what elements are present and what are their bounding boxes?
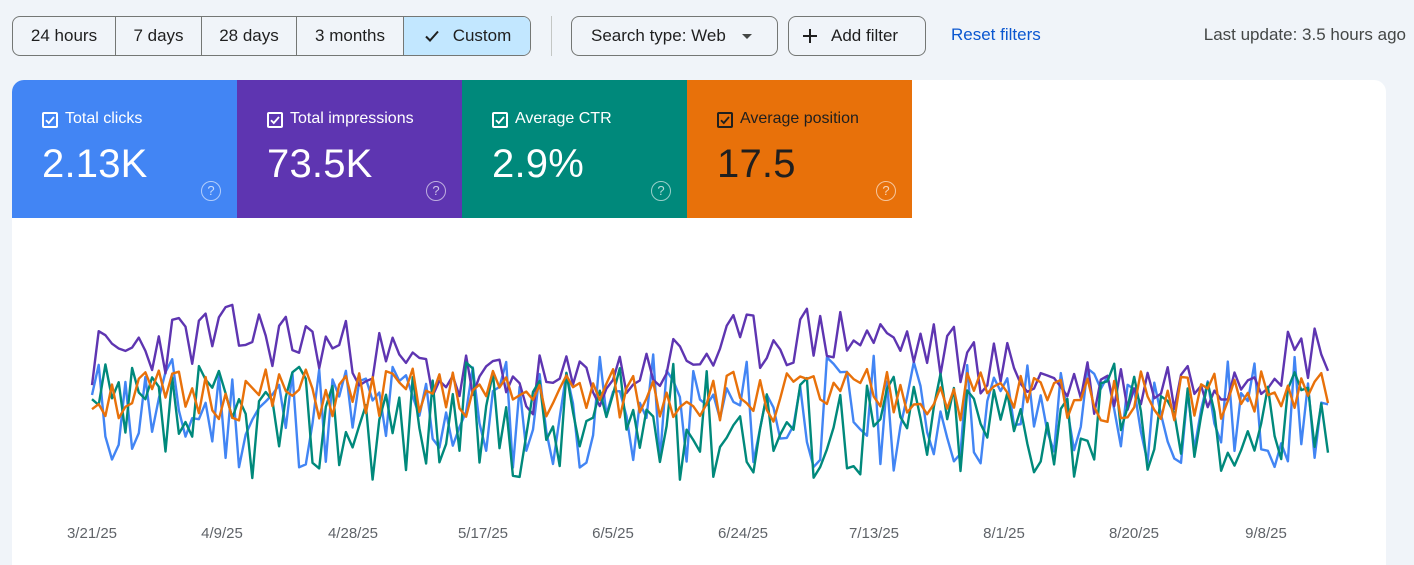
date-range-28-days[interactable]: 28 days — [202, 17, 297, 55]
x-tick-label: 6/24/25 — [718, 525, 768, 542]
performance-card: Total clicks 2.13K ? Total impressions 7… — [12, 80, 1386, 565]
x-tick-label: 9/8/25 — [1245, 525, 1287, 542]
help-icon[interactable]: ? — [201, 181, 221, 201]
plus-icon — [803, 29, 817, 43]
help-icon[interactable]: ? — [876, 181, 896, 201]
metric-label: Total clicks — [65, 110, 143, 127]
series-line-total-impressions — [90, 303, 1330, 416]
checkbox-checked-icon[interactable] — [267, 112, 283, 128]
x-tick-label: 5/17/25 — [458, 525, 508, 542]
dropdown-arrow-icon — [741, 33, 752, 39]
metric-value: 73.5K — [267, 142, 373, 186]
series-line-average-position — [91, 367, 1330, 424]
checkbox-checked-icon[interactable] — [42, 112, 58, 128]
checkmark-icon — [424, 30, 439, 42]
search-type-dropdown[interactable]: Search type: Web — [571, 16, 778, 56]
help-icon[interactable]: ? — [651, 181, 671, 201]
series-line-average-ctr — [91, 361, 1330, 481]
toolbar-divider — [551, 16, 552, 56]
x-tick-label: 4/28/25 — [328, 525, 378, 542]
date-range-custom[interactable]: Custom — [404, 17, 530, 55]
metric-label: Average position — [740, 110, 859, 127]
x-tick-label: 7/13/25 — [849, 525, 899, 542]
metric-value: 2.9% — [492, 142, 584, 186]
metric-tiles: Total clicks 2.13K ? Total impressions 7… — [12, 80, 912, 218]
metric-average-position[interactable]: Average position 17.5 ? — [687, 80, 912, 218]
date-range-7-days[interactable]: 7 days — [116, 17, 202, 55]
metric-total-clicks[interactable]: Total clicks 2.13K ? — [12, 80, 237, 218]
metric-value: 17.5 — [717, 142, 796, 186]
performance-chart: 3/21/25 4/9/25 4/28/25 5/17/25 6/5/25 6/24/25… — [12, 218, 1386, 565]
x-tick-label: 8/20/25 — [1109, 525, 1159, 542]
checkbox-checked-icon[interactable] — [492, 112, 508, 128]
line-chart: 3/21/25 4/9/25 4/28/25 5/17/25 6/5/25 6/24/25… — [67, 303, 1330, 542]
metric-label: Average CTR — [515, 110, 612, 127]
x-tick-label: 6/5/25 — [592, 525, 634, 542]
date-range-3-months[interactable]: 3 months — [297, 17, 404, 55]
metric-average-ctr[interactable]: Average CTR 2.9% ? — [462, 80, 687, 218]
date-range-selector: 24 hours 7 days 28 days 3 months Custom — [12, 16, 531, 56]
last-update-text: Last update: 3.5 hours ago — [1203, 25, 1406, 44]
date-range-24-hours[interactable]: 24 hours — [13, 17, 116, 55]
series-line-total-clicks — [90, 353, 1329, 472]
checkbox-checked-icon[interactable] — [717, 112, 733, 128]
filter-bar: 24 hours 7 days 28 days 3 months Custom … — [0, 0, 1414, 72]
metric-total-impressions[interactable]: Total impressions 73.5K ? — [237, 80, 462, 218]
metric-label: Total impressions — [290, 110, 414, 127]
reset-filters-link[interactable]: Reset filters — [951, 25, 1041, 44]
help-icon[interactable]: ? — [426, 181, 446, 201]
x-tick-label: 8/1/25 — [983, 525, 1025, 542]
metric-value: 2.13K — [42, 142, 148, 186]
add-filter-button[interactable]: Add filter — [788, 16, 926, 56]
x-tick-label: 3/21/25 — [67, 525, 117, 542]
x-tick-label: 4/9/25 — [201, 525, 243, 542]
